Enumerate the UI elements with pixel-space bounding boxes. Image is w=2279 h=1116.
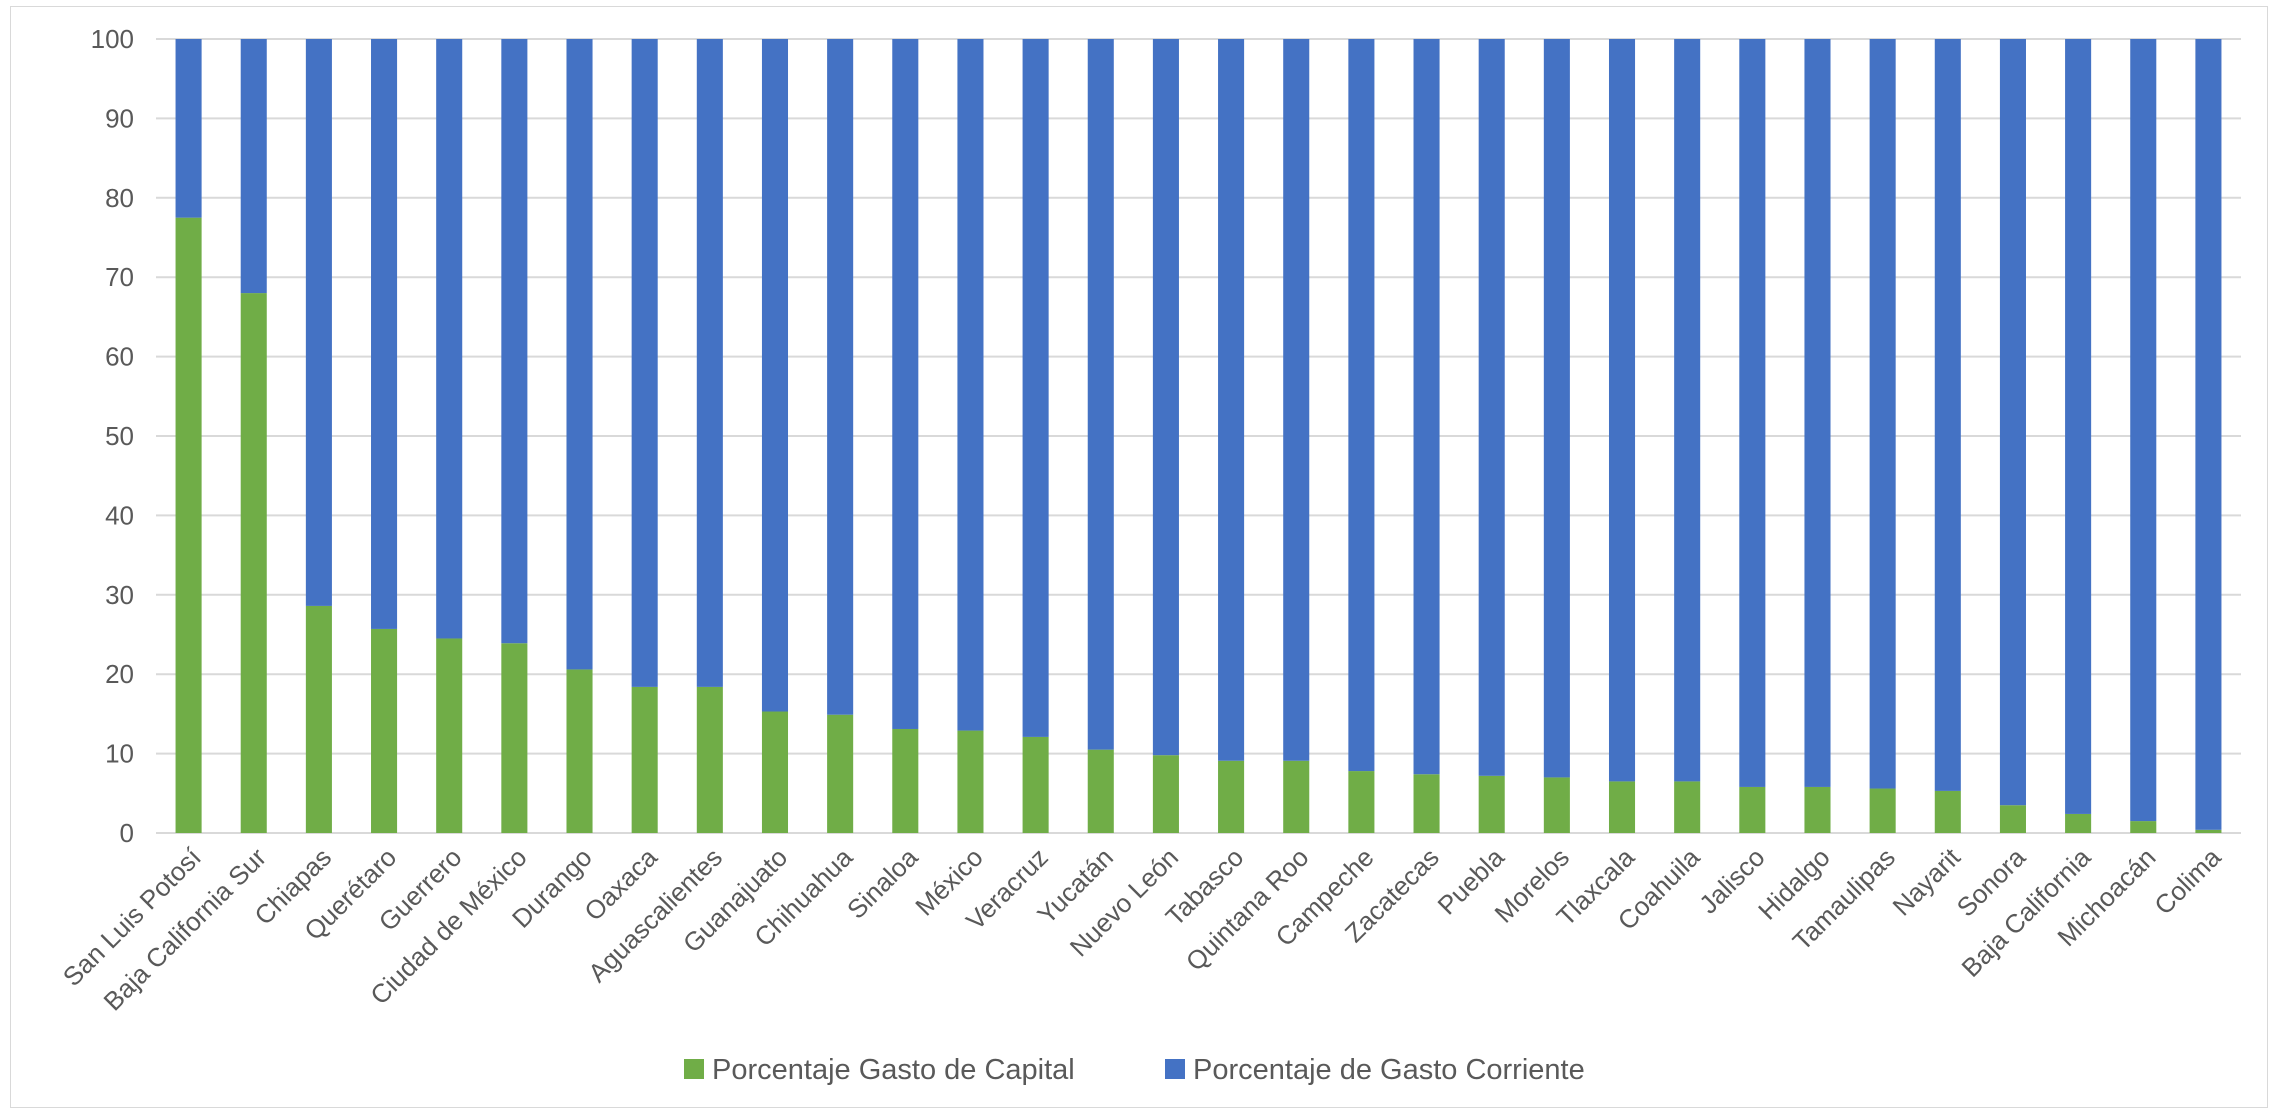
corriente-bar-26 <box>1869 39 1896 789</box>
corriente-bar-8 <box>696 39 723 687</box>
capital-bar-23 <box>1674 781 1701 833</box>
corriente-bar-0 <box>175 39 202 218</box>
corriente-bar-21 <box>1543 39 1570 778</box>
corriente-bar-30 <box>2130 39 2157 822</box>
y-tick-label: 40 <box>105 500 134 530</box>
gridlines <box>156 38 2241 834</box>
corriente-bar-16 <box>1218 39 1245 761</box>
legend-swatch-1 <box>1165 1059 1185 1079</box>
chart-frame: 0 10 20 30 40 50 60 70 80 90 100 San Luis Potosí Ba… <box>10 6 2268 1108</box>
stacked-bar-chart: 0 10 20 30 40 50 60 70 80 90 100 San Luis PotosíBa… <box>57 24 2241 1086</box>
capital-bar-3 <box>371 628 398 833</box>
capital-bar-12 <box>957 730 984 833</box>
y-tick-label: 10 <box>105 739 134 769</box>
corriente-bar-14 <box>1087 39 1114 750</box>
capital-bar-25 <box>1804 786 1831 833</box>
y-tick-label: 50 <box>105 421 134 451</box>
corriente-bar-6 <box>566 39 593 670</box>
capital-bar-31 <box>2195 829 2222 833</box>
corriente-bar-20 <box>1478 39 1505 776</box>
capital-bar-14 <box>1087 749 1114 833</box>
legend-swatch-0 <box>684 1059 704 1079</box>
corriente-bar-31 <box>2195 39 2222 830</box>
corriente-bar-22 <box>1608 39 1636 782</box>
corriente-bar-29 <box>2065 39 2092 814</box>
corriente-bar-3 <box>371 39 398 629</box>
capital-bar-1 <box>240 293 267 834</box>
corriente-bar-12 <box>957 39 984 731</box>
capital-bar-21 <box>1543 777 1570 833</box>
capital-bar-20 <box>1478 775 1505 833</box>
corriente-bar-24 <box>1739 39 1766 787</box>
y-tick-label: 100 <box>91 24 134 54</box>
corriente-bar-1 <box>240 39 267 294</box>
corriente-bar-18 <box>1348 39 1375 772</box>
corriente-bar-11 <box>892 39 919 729</box>
capital-bar-17 <box>1283 760 1310 833</box>
y-tick-label: 30 <box>105 580 134 610</box>
capital-bar-8 <box>696 686 723 833</box>
capital-bar-13 <box>1022 736 1049 833</box>
corriente-bar-4 <box>436 39 463 639</box>
capital-bar-19 <box>1413 774 1440 833</box>
capital-bar-7 <box>631 686 658 833</box>
capital-bar-0 <box>175 217 202 833</box>
capital-bar-6 <box>566 669 593 833</box>
y-tick-label: 60 <box>105 342 134 372</box>
x-category-label: Colima <box>2148 842 2227 921</box>
corriente-bar-13 <box>1022 39 1049 737</box>
corriente-bar-5 <box>501 39 528 644</box>
capital-bar-18 <box>1348 771 1375 833</box>
legend: Porcentaje Gasto de Capital Porcentaje de… <box>684 1054 1585 1086</box>
corriente-bar-10 <box>827 39 854 715</box>
capital-bar-11 <box>892 728 919 833</box>
legend-label-0: Porcentaje Gasto de Capital <box>712 1054 1075 1086</box>
capital-bar-5 <box>501 643 528 833</box>
x-category-label: Nayarit <box>1887 841 1967 921</box>
corriente-bar-25 <box>1804 39 1831 787</box>
capital-bar-16 <box>1218 760 1245 833</box>
capital-bar-30 <box>2130 821 2157 833</box>
capital-bar-4 <box>436 638 463 833</box>
capital-bar-28 <box>1999 805 2026 833</box>
capital-bar-9 <box>761 711 789 833</box>
corriente-bar-17 <box>1283 39 1310 761</box>
capital-bar-27 <box>1934 790 1961 833</box>
capital-bar-2 <box>305 605 332 833</box>
y-tick-label: 20 <box>105 659 134 689</box>
capital-bar-29 <box>2065 813 2092 833</box>
capital-bar-10 <box>827 714 854 833</box>
x-category-label: Sinaloa <box>841 842 924 925</box>
corriente-bar-7 <box>631 39 658 687</box>
capital-bar-26 <box>1869 788 1896 833</box>
y-tick-label: 70 <box>105 262 134 292</box>
capital-bar-24 <box>1739 786 1766 833</box>
capital-bar-22 <box>1608 781 1636 833</box>
corriente-bar-9 <box>761 39 789 712</box>
bars <box>175 39 2222 834</box>
y-tick-label: 80 <box>105 183 134 213</box>
y-tick-label: 90 <box>105 103 134 133</box>
corriente-bar-23 <box>1674 39 1701 782</box>
corriente-bar-2 <box>305 39 332 606</box>
legend-label-1: Porcentaje de Gasto Corriente <box>1193 1054 1585 1086</box>
corriente-bar-19 <box>1413 39 1440 775</box>
y-axis-ticks: 0 10 20 30 40 50 60 70 80 90 100 <box>91 24 134 848</box>
corriente-bar-15 <box>1152 39 1179 756</box>
corriente-bar-27 <box>1934 39 1961 791</box>
y-tick-label: 0 <box>120 818 134 848</box>
capital-bar-15 <box>1152 755 1179 833</box>
corriente-bar-28 <box>1999 39 2026 806</box>
